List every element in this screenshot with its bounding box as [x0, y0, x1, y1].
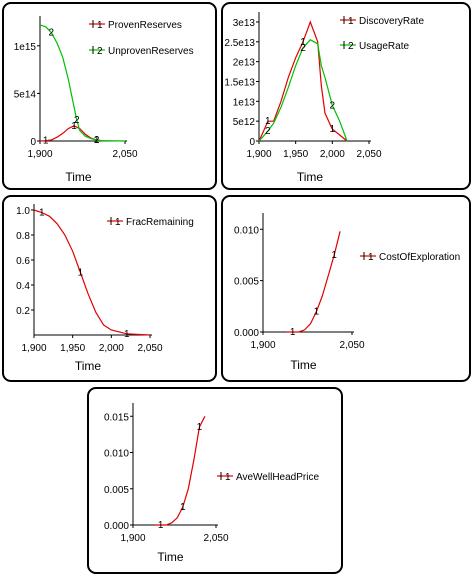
legend-marker: 1 [368, 252, 374, 263]
x-axis-label: Time [297, 170, 324, 184]
series-line-FracRemaining [33, 209, 151, 336]
legend-marker: 2 [348, 41, 354, 52]
ave-wellhead-price-chart: 0.000 0.005 0.010 0.015 1,900 2,050 Time 1 1 1 1 Av… [104, 403, 319, 564]
legend-label: FracRemaining [126, 217, 194, 228]
chart-panel-frac-remaining: 0.2 0.4 0.6 0.8 1.0 1,900 1,950 2,000 2,050 Time 1… [2, 195, 217, 382]
y-tick-label: 0.010 [104, 449, 129, 460]
y-tick-label: 2.5e13 [224, 38, 255, 49]
chart-panel-cost-of-exploration: 0.000 0.005 0.010 1,900 2,050 Time 1 1 1 1 CostOfE… [221, 195, 471, 382]
series-marker: 1 [39, 208, 45, 219]
legend-label: AveWellHeadPrice [236, 472, 319, 483]
x-tick-label: 1,900 [27, 149, 52, 160]
x-tick-label: 1,950 [283, 149, 308, 160]
y-tick-label: 0.000 [234, 328, 259, 339]
x-tick-label: 1,900 [120, 533, 145, 544]
y-tick-label: 0 [249, 137, 255, 148]
series-line-UnprovenReserves [39, 24, 126, 142]
x-axis-label: Time [157, 550, 184, 564]
series-line-UsageRate [258, 39, 348, 142]
series-marker: 2 [49, 27, 55, 38]
x-tick-label: 2,050 [112, 149, 137, 160]
y-tick-label: 0.2 [16, 306, 30, 317]
series-line-AveWellHeadPrice [155, 416, 206, 526]
legend-label: UnprovenReserves [108, 46, 194, 57]
legend-marker: 2 [97, 46, 103, 57]
y-tick-label: 0.000 [104, 521, 129, 532]
series-marker: 1 [331, 250, 337, 261]
y-tick-label: 5e14 [14, 89, 37, 100]
chart-panel-rates: 0 5e12 1e13 1.5e13 2e13 2.5e13 3e13 1,900 1,950 2… [221, 2, 471, 190]
x-axis-label: Time [65, 170, 92, 184]
chart-panel-reserves: 0 5e14 1e15 1,900 2,050 Time 1 1 1 1 ProvenReserve… [2, 2, 217, 190]
x-tick-label: 2,000 [99, 343, 124, 354]
x-tick-label: 1,900 [246, 149, 271, 160]
cost-of-exploration-chart: 0.000 0.005 0.010 1,900 2,050 Time 1 1 1 1 CostOfE… [234, 213, 460, 372]
series-marker: 2 [94, 135, 100, 146]
x-axis-label: Time [290, 358, 317, 372]
y-tick-label: 0.8 [16, 231, 30, 242]
y-tick-label: 0.010 [234, 225, 259, 236]
y-tick-label: 2e13 [233, 58, 256, 69]
y-tick-label: 1e15 [14, 42, 37, 53]
y-tick-label: 3e13 [233, 18, 256, 29]
x-axis-label: Time [75, 359, 102, 373]
y-tick-label: 0.6 [16, 256, 30, 267]
y-tick-label: 0.005 [234, 277, 259, 288]
y-tick-label: 1.5e13 [224, 77, 255, 88]
legend-marker: 1 [348, 16, 354, 27]
rates-chart: 0 5e12 1e13 1.5e13 2e13 2.5e13 3e13 1,900 1,950 2… [224, 12, 424, 184]
legend-label: UsageRate [359, 41, 409, 52]
series-marker: 1 [290, 327, 296, 338]
x-tick-label: 1,900 [250, 340, 275, 351]
chart-panel-ave-wellhead-price: 0.000 0.005 0.010 0.015 1,900 2,050 Time 1 1 1 1 Av… [87, 387, 343, 574]
y-tick-label: 0.015 [104, 412, 129, 423]
legend-label: CostOfExploration [379, 252, 460, 263]
series-marker: 1 [158, 520, 164, 531]
series-marker: 2 [265, 126, 271, 137]
y-tick-label: 1.0 [16, 206, 30, 217]
series-marker: 1 [180, 502, 186, 513]
series-line-DiscoveryRate [258, 20, 348, 142]
legend-marker: 1 [225, 472, 231, 483]
series-marker: 2 [330, 100, 336, 111]
series-marker: 1 [78, 268, 84, 279]
series-marker: 2 [74, 115, 80, 126]
series-marker: 1 [71, 121, 77, 132]
series-line-CostOfExploration [286, 231, 341, 333]
x-tick-label: 2,050 [137, 343, 162, 354]
y-tick-label: 0.4 [16, 281, 30, 292]
series-marker: 1 [265, 116, 271, 127]
series-marker: 1 [314, 306, 320, 317]
x-tick-label: 2,050 [339, 340, 364, 351]
x-tick-label: 1,950 [60, 343, 85, 354]
legend-label: DiscoveryRate [359, 16, 424, 27]
y-tick-label: 1e13 [233, 97, 256, 108]
x-tick-label: 1,900 [21, 343, 46, 354]
frac-remaining-chart: 0.2 0.4 0.6 0.8 1.0 1,900 1,950 2,000 2,050 Time 1… [16, 204, 194, 373]
x-tick-label: 2,050 [203, 533, 228, 544]
legend-marker: 1 [97, 20, 103, 31]
series-marker: 2 [300, 43, 306, 54]
series-marker: 1 [197, 422, 203, 433]
y-tick-label: 5e12 [233, 117, 256, 128]
series-marker: 1 [43, 136, 49, 147]
y-tick-label: 0.005 [104, 485, 129, 496]
x-tick-label: 2,000 [320, 149, 345, 160]
legend-marker: 1 [115, 217, 121, 228]
x-tick-label: 2,050 [356, 149, 381, 160]
y-tick-label: 0 [30, 137, 36, 148]
legend-label: ProvenReserves [108, 20, 182, 31]
series-marker: 1 [124, 329, 130, 340]
series-marker: 1 [330, 124, 336, 135]
series-marker: 1 [300, 37, 306, 48]
